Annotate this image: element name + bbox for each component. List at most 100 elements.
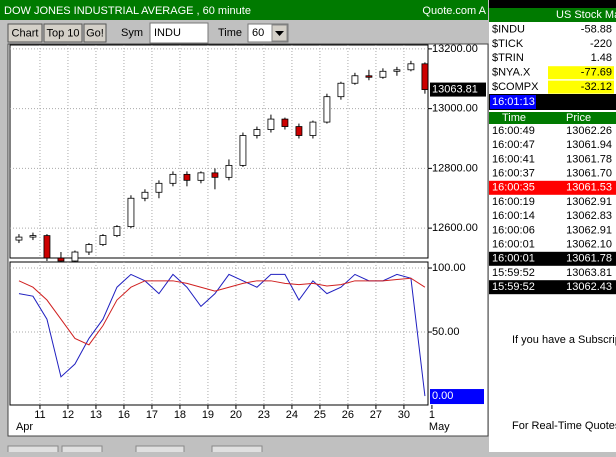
last-price-label: 13063.81 (432, 83, 478, 95)
candle-body (57, 257, 65, 262)
x-tick-label: 17 (146, 409, 158, 421)
bottom-control[interactable] (61, 445, 103, 455)
candle-body (323, 96, 331, 123)
bottom-control[interactable] (7, 445, 59, 455)
x-tick-label: 30 (398, 409, 410, 421)
quote-symbol: $TRIN (492, 52, 524, 64)
candle-body (225, 164, 233, 178)
trade-time: 16:00:47 (492, 139, 535, 151)
subscription-note: If you have a Subscrip (512, 334, 616, 346)
indicator-line (18, 273, 426, 397)
quote-symbol: $INDU (492, 23, 525, 35)
trade-time: 16:00:49 (492, 125, 535, 137)
month-label: May (429, 421, 450, 433)
candle-body (337, 82, 345, 98)
trades-header-time: Time (502, 112, 526, 124)
quote-change: -77.69 (581, 67, 612, 79)
realtime-note: For Real-Time Quotes (512, 420, 616, 432)
x-tick-label: 11 (34, 409, 45, 421)
trade-price: 13062.91 (566, 196, 612, 208)
y-tick-label: 100.00 (432, 262, 466, 274)
trade-highlight (489, 180, 616, 195)
x-tick-label: 20 (230, 409, 242, 421)
quotes-header (489, 8, 616, 22)
trade-highlight (489, 280, 616, 295)
candle-body (281, 118, 289, 127)
trades-header (489, 112, 616, 124)
x-tick-label: 25 (314, 409, 326, 421)
symbol-value[interactable]: INDU (154, 27, 181, 39)
x-tick-label: 18 (174, 409, 186, 421)
indicator-line (18, 277, 426, 346)
source-label: Quote.com A (422, 5, 486, 17)
bottom-control[interactable] (135, 445, 185, 455)
quote-change: -220 (590, 38, 612, 50)
current-value-label: 0.00 (432, 390, 453, 402)
trade-time: 16:00:01 (492, 239, 535, 251)
plot-frame (9, 44, 429, 259)
candle-body (379, 70, 387, 78)
x-tick-label: 16 (118, 409, 130, 421)
button-label[interactable]: Top 10 (46, 27, 79, 39)
trade-price: 13063.81 (566, 267, 612, 279)
button-label[interactable]: Chart (12, 27, 39, 39)
trade-price: 13062.43 (566, 281, 612, 293)
candle-body (351, 75, 359, 84)
trade-time: 16:00:19 (492, 196, 535, 208)
time-box (490, 95, 536, 109)
toolbar-button[interactable] (7, 23, 43, 43)
current-time: 16:01:13 (492, 96, 535, 108)
candle-body (85, 244, 93, 253)
time-label: Time (218, 27, 242, 39)
button-label[interactable]: Go! (86, 27, 104, 39)
candle-body (365, 75, 373, 78)
candle-body (127, 197, 135, 228)
trade-price: 13061.94 (566, 139, 612, 151)
quote-symbol: $COMPX (492, 81, 539, 93)
candle-body (141, 191, 149, 199)
y-tick-label: 50.00 (432, 326, 460, 338)
x-tick-label: 1 (429, 409, 435, 421)
current-value-box (430, 389, 484, 405)
y-tick-label: 13000.00 (432, 103, 478, 115)
trade-price: 13062.10 (566, 239, 612, 251)
candle-body (197, 172, 205, 181)
toolbar-button[interactable] (43, 23, 83, 43)
candle-body (99, 235, 107, 245)
plot-frame (9, 261, 429, 406)
trades-header-price: Price (566, 112, 591, 124)
candle-body (393, 69, 401, 72)
y-tick-label: 12800.00 (432, 162, 478, 174)
trade-price: 13062.91 (566, 224, 612, 236)
candle-body (267, 118, 275, 130)
quotes-top (489, 0, 616, 8)
trade-time: 16:00:37 (492, 168, 535, 180)
candle-body (43, 235, 51, 259)
candle-body (155, 182, 163, 193)
time-value[interactable]: 60 (252, 27, 264, 39)
quote-symbol: $TICK (492, 38, 524, 50)
month-label: Apr (16, 421, 33, 433)
candle-body (15, 236, 23, 241)
symbol-label: Sym (121, 27, 143, 39)
candle-body (29, 235, 37, 238)
last-price-box (430, 82, 486, 97)
x-tick-label: 23 (258, 409, 270, 421)
bottom-control[interactable] (211, 445, 263, 455)
quote-change: 1.48 (591, 52, 612, 64)
symbol-input[interactable] (149, 22, 209, 44)
x-tick-label: 13 (90, 409, 102, 421)
trade-time: 16:00:35 (492, 182, 535, 194)
y-tick-label: 12600.00 (432, 222, 478, 234)
x-tick-label: 26 (342, 409, 354, 421)
toolbar-button[interactable] (83, 23, 107, 43)
candle-body (183, 173, 191, 181)
trade-time: 15:59:52 (492, 267, 535, 279)
trade-time: 16:00:41 (492, 153, 535, 165)
candle-body (421, 63, 429, 90)
quote-highlight (548, 80, 614, 94)
x-tick-label: 24 (286, 409, 298, 421)
candle-body (169, 173, 177, 184)
candle-body (71, 251, 79, 262)
candle-body (239, 135, 247, 166)
